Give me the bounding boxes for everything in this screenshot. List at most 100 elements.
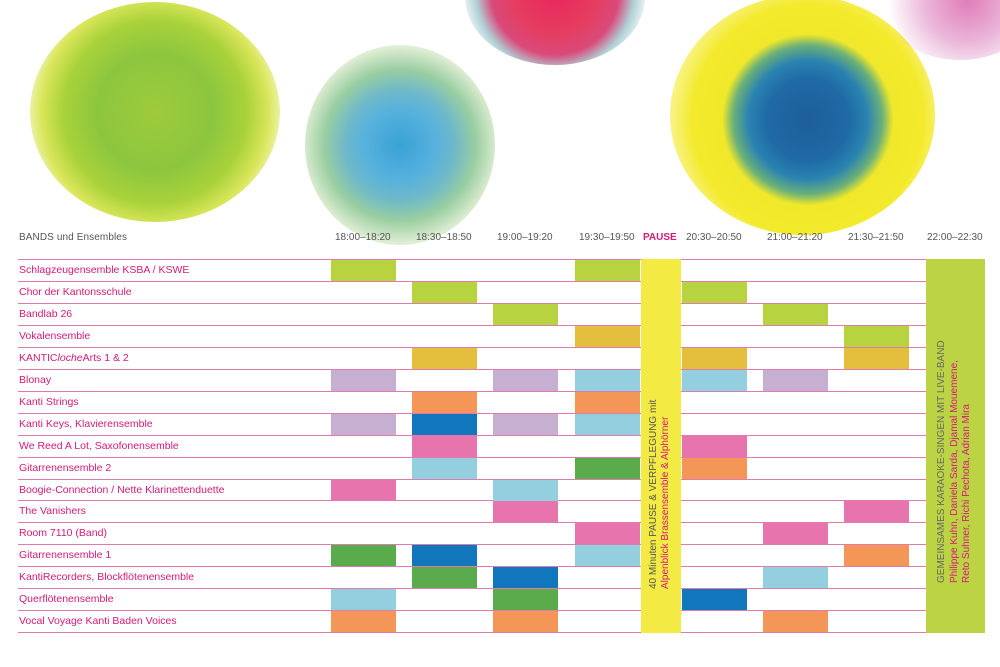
performance-slot-lilac (493, 414, 558, 435)
performance-slot-mustard (412, 348, 477, 369)
ensemble-name: We Reed A Lot, Saxofonensemble (19, 441, 179, 452)
ensemble-name-main: Room 7110 (Band) (19, 527, 107, 539)
performance-slot-blue (412, 414, 477, 435)
ensemble-name-main: KANTIC (19, 352, 58, 364)
row-divider (18, 391, 985, 392)
performance-slot-lime (331, 260, 396, 281)
performance-slot-lilac (763, 370, 828, 391)
pause-text-line1: 40 Minuten PAUSE & VERPFLEGUNG mit (648, 399, 659, 589)
ensemble-name-main: We Reed A Lot, Saxofonensemble (19, 440, 179, 452)
performance-slot-mustard (575, 326, 640, 347)
ensemble-name-main: Vocal Voyage Kanti Baden Voices (19, 615, 177, 627)
performance-slot-orange (412, 392, 477, 413)
row-divider (18, 369, 985, 370)
row-divider (18, 347, 985, 348)
performance-slot-orange (763, 611, 828, 632)
ensemble-name-main: Blonay (19, 374, 52, 386)
ensemble-name: Vokalensemble (19, 331, 90, 342)
ensemble-name-main: Kanti Strings (19, 396, 79, 408)
row-divider (18, 479, 985, 480)
ensemble-name: Boogie-Connection / Nette Klarinettendue… (19, 485, 224, 496)
row-divider (18, 325, 985, 326)
ensemble-name-main: Schlagzeugensemble KSBA / KSWE (19, 264, 190, 276)
blue-green-splash (305, 45, 495, 245)
row-divider (18, 435, 985, 436)
ensemble-name: Vocal Voyage Kanti Baden Voices (19, 616, 177, 627)
performance-slot-pink (682, 436, 747, 457)
green-yellow-watercolor (30, 2, 280, 222)
performance-slot-lime (763, 304, 828, 325)
row-divider (18, 588, 985, 589)
ensemble-name-main: Chor der Kantonsschule (19, 286, 132, 298)
row-divider (18, 566, 985, 567)
performance-slot-blue (493, 567, 558, 588)
time-slot-header: 18:00–18:20 (335, 232, 391, 243)
ensemble-name: Chor der Kantonsschule (19, 287, 132, 298)
ensemble-name-italic: loche (57, 352, 83, 364)
time-slot-header: 22:00–22:30 (927, 232, 983, 243)
karaoke-title: GEMEINSAMES KARAOKE-SINGEN MIT LIVE-BAND (936, 340, 947, 583)
performance-slot-lightblue (331, 589, 396, 610)
ensemble-name: Gitarrenensemble 1 (19, 550, 111, 561)
row-divider (18, 303, 985, 304)
ensemble-name: Room 7110 (Band) (19, 528, 107, 539)
karaoke-band-line1: Philippe Kuhn, Daniela Sarda, Djamal Mou… (949, 360, 960, 583)
ensemble-name-main: Kanti Keys, Klavierensemble (19, 418, 153, 430)
performance-slot-lime (682, 282, 747, 303)
performance-slot-lightblue (763, 567, 828, 588)
performance-slot-pink (493, 501, 558, 522)
ensemble-name-main: KantiRecorders, Blockflötenensemble (19, 571, 195, 583)
row-divider (18, 610, 985, 611)
ensemble-name-main: Gitarrenensemble 1 (19, 549, 112, 561)
ensemble-name: Querflötenensemble (19, 594, 114, 605)
time-slot-header: 21:00–21:20 (767, 232, 823, 243)
karaoke-band-line2: Reto Suhner, Richi Pechota, Adrian Mira (961, 404, 972, 583)
ensemble-name: The Vanishers (19, 506, 86, 517)
ensemble-name: Kanti Keys, Klavierensemble (19, 419, 153, 430)
time-slot-header: 19:30–19:50 (579, 232, 635, 243)
performance-slot-lilac (331, 414, 396, 435)
performance-slot-pink (763, 523, 828, 544)
yellow-blue-watercolor (670, 0, 935, 235)
bands-header-label: BANDS und Ensembles (19, 232, 128, 243)
row-divider (18, 259, 985, 260)
ensemble-name-suffix: Arts 1 & 2 (82, 352, 129, 364)
red-magenta-watercolor (465, 0, 645, 65)
performance-slot-lightblue (682, 370, 747, 391)
performance-slot-lightblue (575, 414, 640, 435)
time-slot-header: 18:30–18:50 (416, 232, 472, 243)
ensemble-name-main: Querflötenensemble (19, 593, 114, 605)
performance-slot-orange (682, 458, 747, 479)
performance-slot-green (575, 458, 640, 479)
performance-slot-orange (493, 611, 558, 632)
ensemble-name-main: Bandlab 26 (19, 308, 73, 320)
time-slot-header: 19:00–19:20 (497, 232, 553, 243)
performance-slot-lightblue (493, 480, 558, 501)
row-divider (18, 522, 985, 523)
time-slot-header: 21:30–21:50 (848, 232, 904, 243)
ensemble-name: Kanti Strings (19, 397, 79, 408)
performance-slot-pink (575, 523, 640, 544)
performance-slot-lilac (331, 370, 396, 391)
row-divider (18, 632, 985, 633)
performance-slot-orange (575, 392, 640, 413)
performance-slot-pink (331, 480, 396, 501)
pause-column: 40 Minuten PAUSE & VERPFLEGUNG mit Alpen… (641, 259, 681, 633)
ensemble-name: KANTIClocheArts 1 & 2 (19, 353, 129, 364)
row-divider (18, 281, 985, 282)
ensemble-name: Blonay (19, 375, 51, 386)
ensemble-name: Gitarrenensemble 2 (19, 463, 111, 474)
performance-slot-lilac (493, 370, 558, 391)
performance-slot-mustard (844, 348, 909, 369)
performance-slot-lightblue (412, 458, 477, 479)
performance-slot-lime (412, 282, 477, 303)
performance-slot-lime (844, 326, 909, 347)
performance-slot-mustard (682, 348, 747, 369)
pause-header: PAUSE (643, 232, 677, 243)
performance-slot-lightblue (575, 370, 640, 391)
time-slot-header: 20:30–20:50 (686, 232, 742, 243)
performance-slot-pink (844, 501, 909, 522)
performance-slot-green (493, 589, 558, 610)
performance-slot-green (412, 567, 477, 588)
